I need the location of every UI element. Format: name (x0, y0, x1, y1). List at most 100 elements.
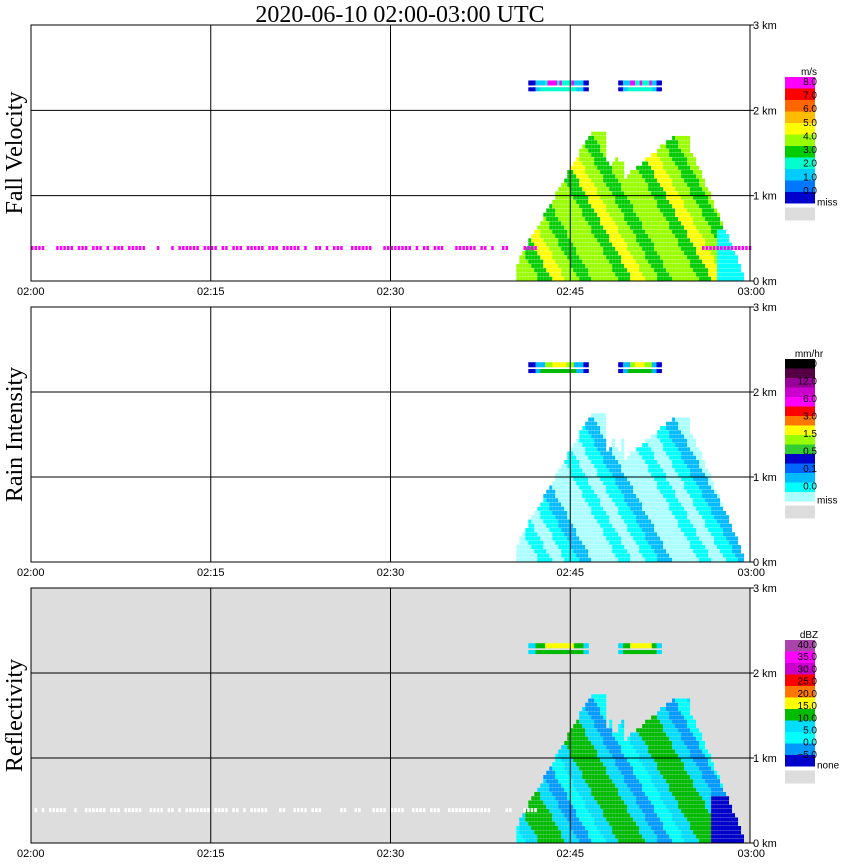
echo-cell (615, 838, 619, 843)
echo-cell (624, 199, 628, 204)
echo-cell (558, 251, 562, 256)
echo-cell (609, 208, 613, 213)
echo-cell (555, 212, 559, 217)
echo-cell (723, 519, 727, 524)
echo-cell (699, 251, 703, 256)
echo-cell (588, 229, 592, 234)
echo-cell (621, 545, 625, 549)
echo-cell (567, 187, 571, 192)
echo-cell (669, 472, 673, 477)
echo-cell (558, 528, 562, 532)
echo-cell (564, 468, 568, 473)
echo-cell (603, 489, 607, 494)
echo-cell (642, 736, 646, 741)
echo-cell (573, 251, 577, 256)
echo-cell (603, 804, 607, 809)
echo-cell (642, 817, 646, 822)
clutter-cell (332, 246, 336, 251)
echo-cell (561, 263, 565, 268)
echo-cell (612, 536, 616, 541)
echo-cell (522, 545, 526, 549)
echo-cell (642, 276, 646, 281)
echo-cell (597, 272, 601, 277)
echo-cell (615, 775, 619, 779)
echo-cell (690, 251, 694, 256)
echo-cell (588, 783, 592, 788)
echo-cell (660, 523, 664, 528)
echo-cell (693, 165, 697, 170)
echo-cell (687, 426, 691, 430)
echo-cell (546, 263, 550, 268)
echo-cell (591, 707, 595, 711)
echo-cell (699, 528, 703, 532)
echo-cell (567, 182, 571, 187)
echo-cell (588, 438, 592, 443)
echo-cell (582, 515, 586, 520)
echo-cell (738, 272, 742, 277)
echo-cell (585, 447, 589, 452)
echo-cell (597, 528, 601, 532)
cloud-cell (622, 80, 626, 86)
echo-cell (618, 255, 622, 260)
echo-cell (597, 195, 601, 200)
legend-swatch (785, 387, 815, 397)
cloud-cell (627, 80, 631, 86)
echo-cell (582, 199, 586, 204)
echo-cell (558, 246, 562, 251)
echo-cell (690, 464, 694, 469)
echo-cell (657, 528, 661, 532)
echo-cell (621, 749, 625, 754)
echo-cell (558, 792, 562, 796)
echo-cell (579, 830, 583, 835)
echo-cell (549, 234, 553, 239)
echo-cell (555, 557, 559, 562)
echo-cell (627, 749, 631, 754)
echo-cell (663, 519, 667, 524)
echo-cell (555, 792, 559, 796)
echo-cell (540, 792, 544, 796)
echo-cell (717, 506, 721, 511)
echo-cell (711, 557, 715, 562)
echo-cell (645, 472, 649, 477)
echo-cell (615, 468, 619, 473)
echo-cell (645, 838, 649, 843)
echo-cell (615, 481, 619, 486)
legend-missing-label: miss (817, 496, 838, 507)
cloud-cell (654, 87, 658, 92)
echo-cell (540, 515, 544, 520)
echo-cell (537, 817, 541, 822)
echo-cell (666, 477, 670, 481)
echo-cell (672, 187, 676, 192)
echo-cell (678, 255, 682, 260)
echo-cell (558, 532, 562, 537)
echo-cell (597, 741, 601, 745)
echo-cell (564, 834, 568, 839)
echo-cell (618, 464, 622, 469)
echo-cell (684, 557, 688, 562)
echo-cell (681, 519, 685, 524)
echo-cell (654, 174, 658, 179)
echo-cell (675, 225, 679, 230)
echo-cell (552, 498, 556, 503)
echo-cell (606, 838, 610, 843)
echo-cell (609, 272, 613, 277)
echo-cell (573, 443, 577, 447)
echo-cell (567, 217, 571, 221)
echo-cell (672, 468, 676, 473)
echo-cell (669, 238, 673, 243)
echo-cell (624, 515, 628, 520)
echo-cell (543, 263, 547, 268)
echo-cell (540, 221, 544, 226)
echo-cell (609, 809, 613, 813)
echo-cell (591, 830, 595, 835)
echo-cell (618, 170, 622, 175)
echo-cell (561, 255, 565, 260)
echo-cell (684, 221, 688, 226)
echo-cell (657, 161, 661, 166)
echo-cell (642, 238, 646, 243)
echo-cell (579, 804, 583, 809)
echo-cell (585, 511, 589, 515)
echo-cell (558, 809, 562, 813)
echo-cell (594, 157, 598, 162)
